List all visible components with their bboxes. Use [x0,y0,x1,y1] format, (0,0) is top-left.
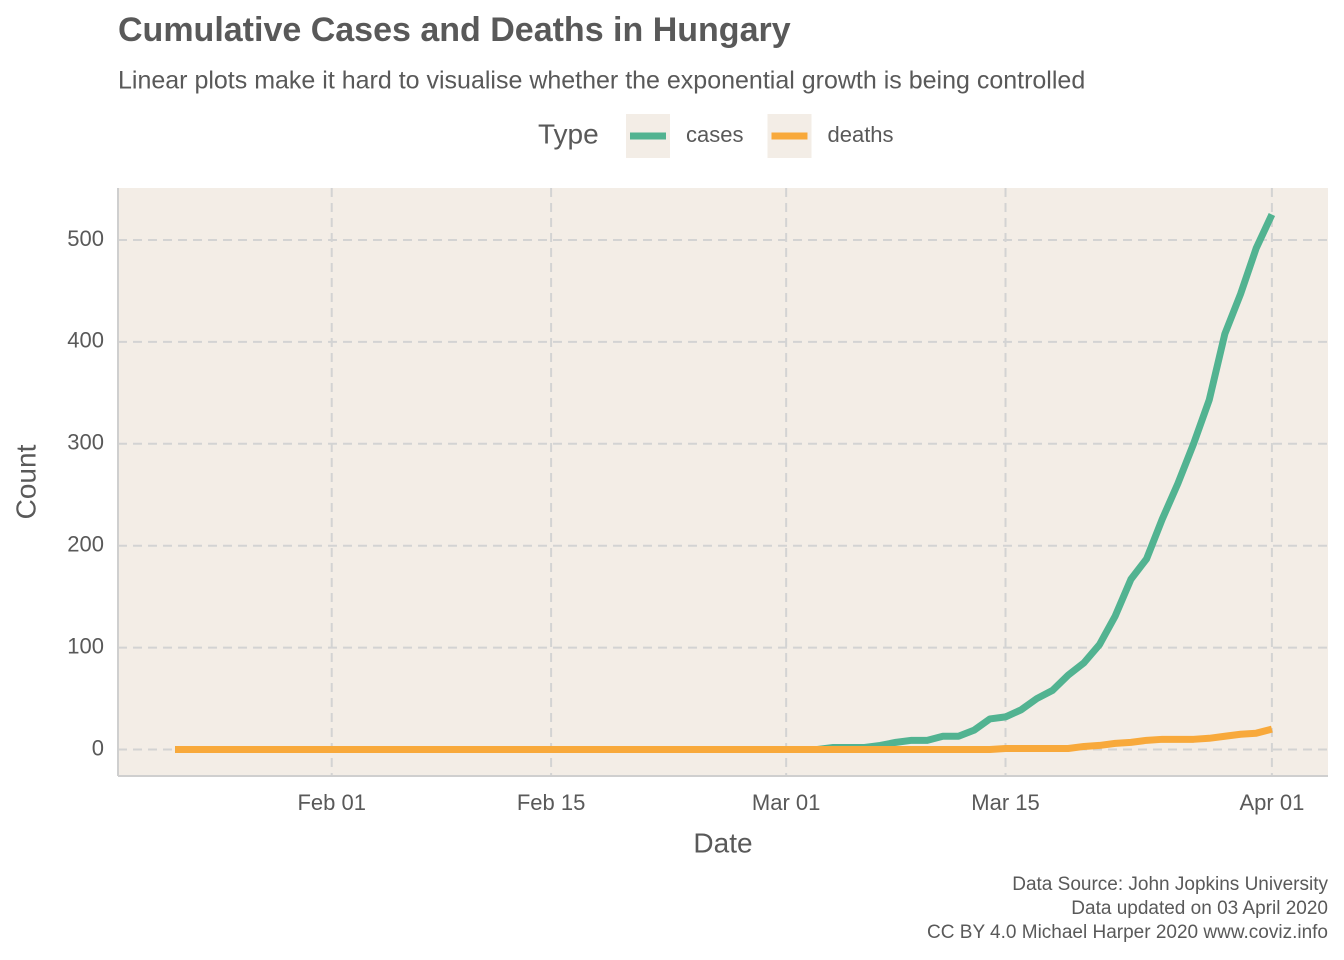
series-line [175,725,1273,754]
x-tick-label: Mar 15 [971,790,1039,815]
y-tick-label: 400 [67,328,104,353]
y-tick-label: 300 [67,430,104,455]
x-tick-label: Mar 01 [752,790,820,815]
x-tick-label: Feb 15 [517,790,586,815]
plot-background [118,188,1328,776]
y-tick-label: 500 [67,226,104,251]
x-axis-title: Date [693,827,752,858]
y-axis-title: Count [10,444,41,519]
legend-label: cases [686,122,743,147]
caption: Data Source: John Jopkins University [1012,874,1328,895]
y-tick-label: 200 [67,532,104,557]
caption: CC BY 4.0 Michael Harper 2020 www.coviz.… [927,922,1328,943]
caption: Data updated on 03 April 2020 [1071,898,1328,919]
chart-subtitle: Linear plots make it hard to visualise w… [118,67,1085,95]
chart-title: Cumulative Cases and Deaths in Hungary [118,11,791,49]
legend-title: Type [538,118,599,149]
x-tick-label: Apr 01 [1239,790,1304,815]
x-tick-label: Feb 01 [297,790,366,815]
y-tick-label: 0 [92,735,104,760]
legend-label: deaths [827,122,893,147]
y-tick-label: 100 [67,633,104,658]
